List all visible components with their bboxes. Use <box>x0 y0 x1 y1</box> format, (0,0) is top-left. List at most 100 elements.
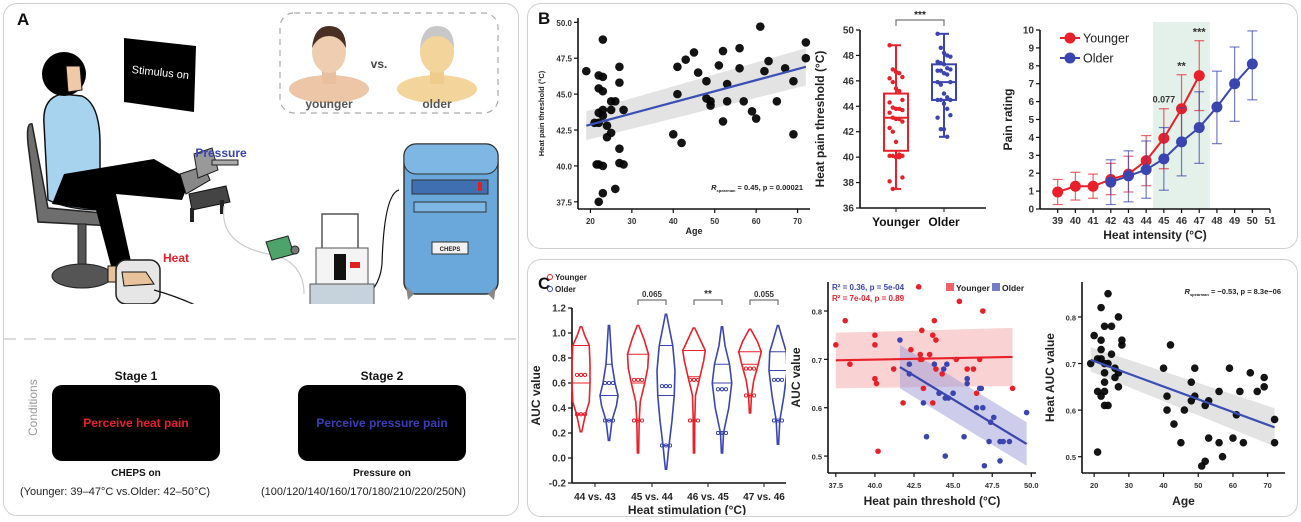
x-tick-label: 30 <box>1125 481 1133 490</box>
x-tick-label: 47 <box>1194 216 1206 227</box>
data-point <box>875 448 881 455</box>
y-tick-label: 0 <box>1028 205 1034 216</box>
data-point <box>687 377 692 382</box>
data-point <box>1163 406 1171 414</box>
y-tick-label: 4 <box>1028 133 1034 144</box>
data-point <box>1180 406 1189 414</box>
chart-threshold-boxplot: 36 38 40 42 44 46 48 50 Heat pain threshold (°C)… <box>813 10 986 229</box>
setup-illustration: Stimulus on Pressure <box>26 12 499 304</box>
data-point <box>1107 350 1116 359</box>
y-tick-label: 38 <box>843 178 855 189</box>
y-axis-label: Pain rating <box>1001 88 1015 150</box>
data-point <box>900 74 905 80</box>
data-point <box>619 105 628 115</box>
data-point <box>801 38 811 47</box>
x-tick-label: 45.0 <box>946 481 961 490</box>
x-axis-label: Heat stimulation (°C) <box>628 503 746 515</box>
data-point <box>747 366 752 371</box>
significance-marker: 0.077 <box>1153 94 1176 104</box>
y-tick-label: 37.5 <box>556 198 572 207</box>
data-point <box>1158 153 1170 165</box>
data-point <box>1201 457 1209 466</box>
data-point <box>842 317 849 324</box>
data-point <box>607 418 612 423</box>
data-point <box>1097 345 1105 354</box>
data-point <box>1023 409 1030 416</box>
y-axis-label: AUC value <box>529 365 543 425</box>
data-point <box>1218 452 1227 461</box>
data-point <box>693 68 703 77</box>
data-point <box>944 361 950 368</box>
violin-younger <box>571 325 591 433</box>
x-tick-label: 30 <box>627 217 636 226</box>
x-tick-label: 47.5 <box>985 481 1000 490</box>
data-point <box>1176 136 1188 148</box>
chart-auc-vs-age: 0.5 0.6 0.7 0.8 20 30 40 50 60 70 Age Heat AUC valu… <box>1043 282 1285 508</box>
data-point <box>872 332 878 338</box>
y-tick-label: 0.6 <box>1066 407 1076 416</box>
data-point <box>714 61 724 70</box>
data-point <box>715 430 720 435</box>
y-tick-label: 1.0 <box>552 329 566 340</box>
x-tick-label: 42.5 <box>907 481 922 490</box>
data-point <box>935 31 940 37</box>
data-point <box>915 284 922 290</box>
data-point <box>970 366 977 372</box>
x-tick-label: 47 vs. 46 <box>743 492 785 503</box>
y-tick-label: 0.6 <box>552 379 566 390</box>
data-point <box>722 79 732 89</box>
chart-auc-vs-threshold: 0.5 0.6 0.7 0.8 37.5 40.0 42.5 45.0 47.5 50.0 Heat… <box>789 282 1039 508</box>
y-tick-label: 1 <box>1028 187 1034 198</box>
panel-b: B 37.5 40.0 42.5 45.0 47.5 50.0 20 30 40 50 60 70 Ag… <box>527 3 1298 249</box>
data-point <box>598 72 608 82</box>
data-point <box>667 384 672 389</box>
data-point <box>1000 438 1006 445</box>
data-point <box>964 366 970 372</box>
pressure-tube <box>222 205 305 295</box>
data-point <box>887 179 892 184</box>
data-point <box>935 97 940 103</box>
data-point <box>1215 387 1223 396</box>
data-point <box>663 443 668 448</box>
data-point <box>1100 378 1109 386</box>
data-point <box>1093 448 1102 456</box>
data-point <box>640 418 645 423</box>
x-tick-label: 44 vs. 43 <box>574 492 616 503</box>
panel-b-label: B <box>538 9 551 28</box>
data-point <box>887 100 892 105</box>
data-point <box>575 412 580 417</box>
y-axis-label: Heat pain threshold (°C) <box>537 70 546 156</box>
correlation-annotation: Rspearman = −0.53, p = 8.3e−06 <box>1185 287 1281 297</box>
stage-1-screen-text: Perceive heat pain <box>83 416 189 430</box>
data-point <box>945 72 950 77</box>
x-tick-label: 40.0 <box>868 481 883 490</box>
data-point <box>1163 392 1171 400</box>
y-tick-label: 9 <box>1028 43 1034 54</box>
x-tick-label: 44 <box>1141 216 1153 227</box>
data-point <box>945 95 950 100</box>
stage-2-title: Stage 2 <box>360 369 404 383</box>
data-point <box>956 298 963 305</box>
x-axis-label: Heat intensity (°C) <box>1103 228 1206 242</box>
y-tick-label: 0.5 <box>1066 453 1076 462</box>
y-tick-label: 10 <box>1023 26 1035 37</box>
data-point <box>890 67 895 72</box>
stage-2-screen: Perceive pressure pain <box>298 385 466 461</box>
correlation-annotation: Rspearman = 0.45, p = 0.00021 <box>711 183 803 193</box>
data-point <box>978 385 985 392</box>
comparison-box <box>279 12 499 114</box>
younger-label: younger <box>305 97 353 111</box>
data-point <box>775 377 780 382</box>
legend-label: Younger <box>555 273 587 282</box>
data-point <box>897 88 902 94</box>
x-tick-label: 46 <box>1176 216 1188 227</box>
data-point <box>893 86 899 91</box>
data-point <box>942 453 949 459</box>
data-point <box>890 79 895 85</box>
data-point <box>890 129 895 134</box>
stimulus-monitor: Stimulus on <box>124 38 196 112</box>
data-point <box>917 351 924 358</box>
violin-older <box>599 324 619 442</box>
x-tick-label: 50 <box>710 217 719 226</box>
data-point <box>893 106 899 112</box>
